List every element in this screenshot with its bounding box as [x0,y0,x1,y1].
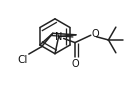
Text: O: O [71,59,79,69]
Text: Cl: Cl [18,55,28,65]
Text: N: N [55,32,62,42]
Text: O: O [92,29,99,39]
